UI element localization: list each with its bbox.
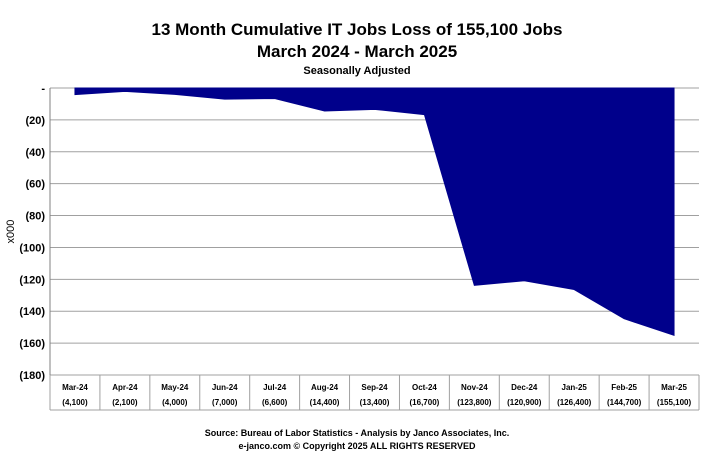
x-tick-label: Dec-24 <box>511 383 538 392</box>
x-axis: Mar-24 (4,100) Apr-24 (2,100) May-24 (4,000) J… <box>49 375 700 411</box>
x-tick-label: Nov-24 <box>461 383 488 392</box>
x-tick-label: May-24 <box>161 383 189 392</box>
x-category-value: (16,700) <box>410 398 440 407</box>
x-tick-label: Mar-25 <box>661 383 687 392</box>
y-tick-label: - <box>41 83 45 95</box>
y-tick-label: (20) <box>25 115 45 127</box>
x-category-value: (155,100) <box>657 398 692 407</box>
area-fill <box>74 87 675 336</box>
x-tick-label: Oct-24 <box>412 383 437 392</box>
y-tick-label: (140) <box>19 306 45 318</box>
y-tick-label: (80) <box>25 211 45 223</box>
x-category-value: (4,000) <box>162 398 188 407</box>
x-category-value: (126,400) <box>557 398 592 407</box>
chart-title: 13 Month Cumulative IT Jobs Loss of 155,… <box>151 20 563 39</box>
x-tick-label: Aug-24 <box>311 383 339 392</box>
y-tick-label: (40) <box>25 147 45 159</box>
y-tick-label: (120) <box>19 274 45 286</box>
y-tick-label: (180) <box>19 370 45 382</box>
x-category-value: (14,400) <box>310 398 340 407</box>
x-tick-label: Sep-24 <box>361 383 388 392</box>
y-tick-label: (160) <box>19 338 45 350</box>
x-tick-label: Mar-24 <box>62 383 88 392</box>
chart-subtitle: March 2024 - March 2025 <box>256 42 458 61</box>
x-category-value: (13,400) <box>360 398 390 407</box>
chart-note: Seasonally Adjusted <box>303 65 411 77</box>
x-category-value: (144,700) <box>607 398 642 407</box>
x-category-value: (123,800) <box>457 398 492 407</box>
y-tick-label: (60) <box>25 179 45 191</box>
x-tick-label: Feb-25 <box>611 383 637 392</box>
x-category-value: (4,100) <box>62 398 88 407</box>
copyright-line: e-janco.com © Copyright 2025 ALL RIGHTS … <box>238 441 476 451</box>
x-tick-label: Jul-24 <box>263 383 287 392</box>
x-tick-label: Jan-25 <box>562 383 588 392</box>
x-tick-label: Jun-24 <box>212 383 238 392</box>
y-axis: - (20) (40) (60) (80) (100) (120) (140) (160) (18… <box>19 83 51 382</box>
x-category-value: (120,900) <box>507 398 542 407</box>
x-tick-label: Apr-24 <box>112 383 138 392</box>
area-series <box>74 87 675 336</box>
y-tick-label: (100) <box>19 242 45 254</box>
source-line: Source: Bureau of Labor Statistics - Ana… <box>204 428 510 438</box>
y-axis-label: x000 <box>5 220 17 244</box>
x-category-value: (7,000) <box>212 398 238 407</box>
x-category-value: (2,100) <box>112 398 138 407</box>
x-category-value: (6,600) <box>262 398 288 407</box>
gridlines <box>50 87 699 376</box>
